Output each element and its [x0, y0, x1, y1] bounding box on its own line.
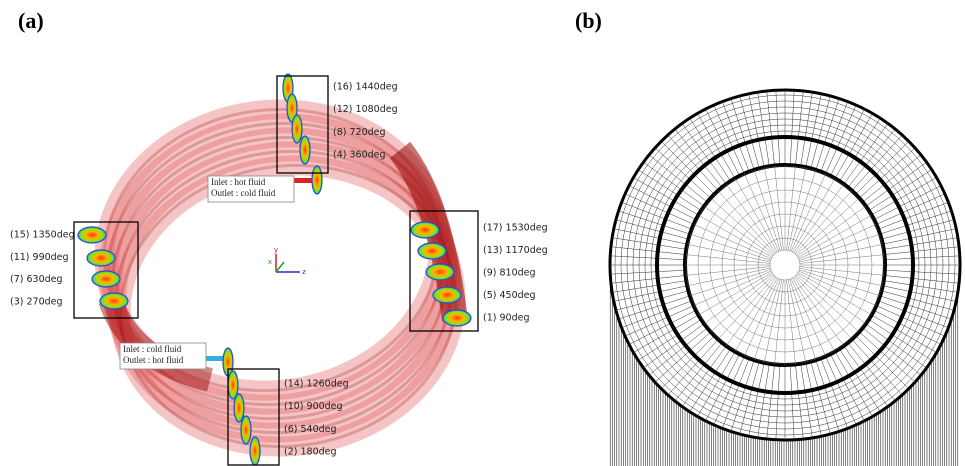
angle-label: (16) 1440deg	[333, 82, 398, 93]
axis-label: y	[274, 246, 278, 254]
axis-label: x	[268, 258, 272, 266]
panel-label: (a)	[18, 8, 44, 33]
note-text: Inlet : hot fluid	[211, 177, 266, 187]
cross-section	[100, 293, 128, 309]
note-text: Inlet : cold fluid	[123, 344, 182, 354]
mesh-view	[610, 90, 960, 466]
axis-line	[276, 262, 284, 272]
cross-section	[433, 287, 461, 303]
angle-label: (15) 1350deg	[10, 230, 75, 241]
cross-section	[234, 394, 244, 422]
angle-label: (9) 810deg	[483, 268, 536, 279]
cross-section	[443, 310, 471, 326]
coil-rings	[86, 88, 474, 466]
cross-section	[78, 227, 106, 243]
cross-section	[241, 416, 251, 444]
angle-label: (2) 180deg	[284, 447, 337, 458]
cross-section	[411, 222, 439, 238]
inlet-pipe	[205, 356, 225, 361]
angle-label: (3) 270deg	[10, 296, 63, 307]
cross-section	[87, 250, 115, 266]
cross-section	[312, 166, 322, 194]
cross-section	[418, 243, 446, 259]
angle-label: (13) 1170deg	[483, 245, 548, 256]
cross-section	[292, 115, 302, 143]
cross-section	[92, 271, 120, 287]
angle-label: (8) 720deg	[333, 127, 386, 138]
angle-label: (11) 990deg	[10, 252, 69, 263]
figure: (a) (b) yx z (16) 1440deg (12) 1080deg (8) 7…	[0, 0, 965, 466]
cross-section	[426, 264, 454, 280]
angle-label: (6) 540deg	[284, 424, 337, 435]
angle-label: (5) 450deg	[483, 290, 536, 301]
angle-label: (4) 360deg	[333, 150, 386, 161]
note-text: Outlet : cold fluid	[211, 188, 276, 198]
cross-section	[250, 437, 260, 465]
angle-label: (1) 90deg	[483, 313, 529, 324]
axis-label: z	[302, 268, 306, 276]
note-text: Outlet : hot fluid	[123, 355, 184, 365]
angle-label: (7) 630deg	[10, 274, 63, 285]
angle-label: (14) 1260deg	[284, 379, 349, 390]
panel-label: (b)	[575, 8, 602, 33]
angle-label: (12) 1080deg	[333, 104, 398, 115]
angle-label: (10) 900deg	[284, 401, 343, 412]
cross-section	[300, 136, 310, 164]
angle-label: (17) 1530deg	[483, 223, 548, 234]
